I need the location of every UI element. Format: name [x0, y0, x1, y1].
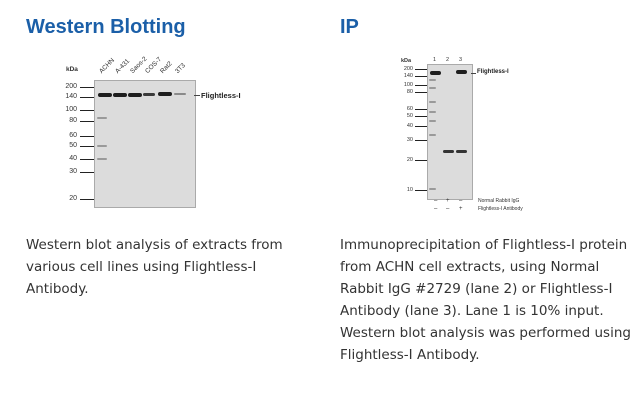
mw-tick [80, 172, 94, 173]
blot-band [456, 70, 467, 74]
ladder-band [429, 87, 436, 89]
blot-band [430, 71, 441, 75]
kda-label: kDa [401, 58, 412, 64]
blot-band [143, 93, 155, 96]
ladder-band [429, 134, 436, 136]
mw-marker: 200 [403, 66, 413, 72]
mw-tick [415, 160, 427, 161]
mw-marker: 30 [69, 168, 77, 175]
blot-band [158, 92, 172, 96]
treatment-sign: + [459, 206, 463, 212]
mw-tick [80, 121, 94, 122]
mw-tick [415, 140, 427, 141]
blot-band [128, 93, 142, 97]
treatment-sign: + [446, 198, 450, 204]
mw-marker: 50 [406, 113, 413, 119]
blot-band [174, 93, 186, 95]
mw-marker: 60 [406, 106, 413, 112]
mw-marker: 10 [406, 187, 413, 193]
ladder-band [429, 101, 436, 103]
mw-tick [415, 85, 427, 86]
mw-marker: 100 [65, 106, 77, 113]
mw-tick [80, 87, 94, 88]
blot-band [113, 93, 127, 97]
mw-marker: 200 [65, 83, 77, 90]
ladder-band [429, 188, 436, 190]
ladder-band [429, 79, 436, 81]
ip-blot-membrane [427, 64, 473, 200]
ladder-band [429, 111, 436, 113]
ladder-band [429, 120, 436, 122]
mw-tick [80, 110, 94, 111]
mw-marker: 20 [406, 157, 413, 163]
ladder-band [97, 117, 107, 119]
ip-caption: Immunoprecipitation of Flightless-I prot… [340, 237, 631, 363]
ip-title: IP [340, 16, 359, 38]
mw-tick [80, 159, 94, 160]
mw-tick [415, 92, 427, 93]
mw-tick [415, 69, 427, 70]
mw-marker: 50 [69, 142, 77, 149]
lane-number: 1 [433, 57, 437, 63]
western-blotting-title: Western Blotting [26, 16, 186, 38]
lane-label: 3T3 [174, 62, 187, 75]
mw-tick [415, 109, 427, 110]
treatment-sign: – [446, 206, 450, 212]
mw-tick [80, 97, 94, 98]
lane-label: A-431 [114, 57, 132, 75]
treatment-label: Flightless-I Antibody [478, 206, 523, 212]
treatment-sign: – [459, 198, 463, 204]
mw-marker: 80 [69, 117, 77, 124]
lane-number: 3 [459, 57, 463, 63]
blot-band [443, 150, 454, 153]
ladder-band [97, 158, 107, 160]
protein-pointer-line [194, 95, 200, 96]
mw-marker: 40 [69, 155, 77, 162]
protein-pointer-line [471, 73, 476, 74]
blot-band [456, 150, 467, 153]
mw-tick [415, 116, 427, 117]
mw-tick [415, 190, 427, 191]
mw-marker: 140 [403, 73, 413, 79]
mw-tick [80, 146, 94, 147]
treatment-sign: – [434, 206, 438, 212]
treatment-sign: – [434, 198, 438, 204]
protein-label: Flightless-I [477, 69, 509, 75]
mw-marker: 80 [406, 89, 413, 95]
western-blotting-caption: Western blot analysis of extracts from v… [26, 237, 283, 297]
lane-label: ACHN [98, 57, 117, 75]
blot-band [98, 93, 112, 97]
mw-marker: 100 [403, 82, 413, 88]
mw-marker: 140 [65, 93, 77, 100]
mw-marker: 20 [69, 195, 77, 202]
mw-marker: 30 [406, 137, 413, 143]
kda-label: kDa [66, 66, 78, 73]
mw-marker: 40 [406, 123, 413, 129]
protein-label: Flightless-I [201, 91, 241, 100]
treatment-label: Normal Rabbit IgG [478, 198, 520, 204]
mw-tick [80, 136, 94, 137]
mw-tick [415, 126, 427, 127]
western-blot-membrane [94, 80, 196, 208]
ladder-band [97, 145, 107, 147]
mw-marker: 60 [69, 132, 77, 139]
mw-tick [80, 199, 94, 200]
mw-tick [415, 76, 427, 77]
lane-number: 2 [446, 57, 450, 63]
